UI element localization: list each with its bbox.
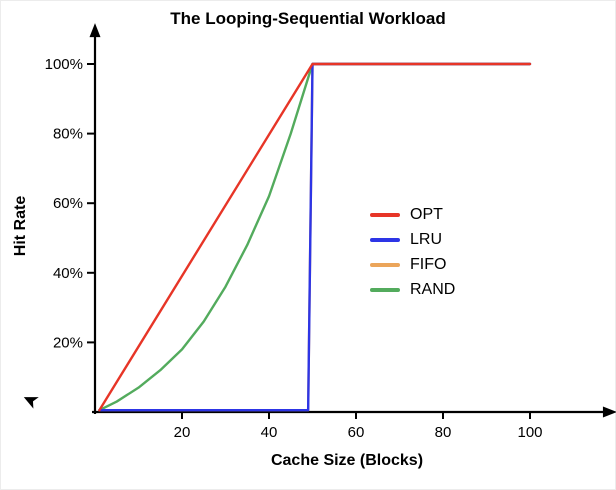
y-axis-arrowhead-icon — [89, 23, 101, 38]
x-tick-label: 20 — [174, 424, 191, 441]
x-tick-label: 40 — [261, 424, 278, 441]
legend-label-opt: OPT — [410, 206, 443, 223]
x-tick-label: 60 — [348, 424, 365, 441]
legend-item-lru: LRU — [370, 229, 455, 251]
legend-swatch-opt — [370, 213, 400, 217]
y-tick-label: 80% — [53, 126, 83, 143]
legend-label-lru: LRU — [410, 231, 443, 248]
series-line-opt — [98, 62, 532, 412]
series-line-rand — [98, 62, 532, 412]
y-axis-label: Hit Rate — [12, 195, 29, 257]
legend-item-opt: OPT — [370, 204, 455, 226]
x-axis-label: Cache Size (Blocks) — [270, 452, 424, 469]
legend-item-rand: RAND — [370, 279, 455, 301]
legend-label-rand: RAND — [410, 281, 456, 298]
legend-label-fifo: FIFO — [410, 256, 447, 273]
series-line-fifo — [98, 62, 532, 412]
x-tick-label: 80 — [435, 424, 452, 441]
x-axis-arrowhead-icon — [602, 406, 616, 418]
legend-swatch-fifo — [370, 263, 400, 267]
y-tick-label: 60% — [53, 195, 83, 212]
legend-swatch-rand — [370, 288, 400, 292]
series-line-lru — [98, 62, 532, 412]
y-tick-label: 100% — [45, 56, 83, 73]
legend-item-fifo: FIFO — [370, 254, 455, 276]
y-tick-label: 20% — [53, 334, 83, 351]
x-tick-label: 100 — [517, 424, 542, 441]
chart-title: The Looping-Sequential Workload — [170, 9, 446, 28]
chart-legend: OPT LRU FIFO RAND — [370, 204, 455, 301]
y-tick-label: 40% — [53, 265, 83, 282]
legend-swatch-lru — [370, 238, 400, 242]
